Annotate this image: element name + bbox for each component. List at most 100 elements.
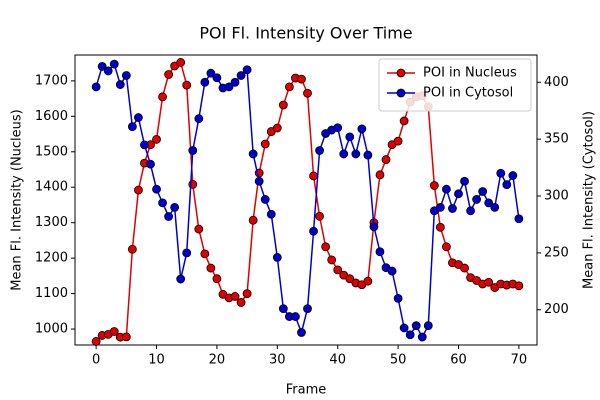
data-point: [442, 184, 451, 194]
data-point: [363, 276, 373, 286]
data-point: [333, 265, 343, 275]
data-point: [176, 58, 186, 67]
data-point: [242, 289, 252, 298]
y2-axis-label: Mean Fl. Intensity (Cytosol): [582, 111, 597, 289]
x-tick-label: 40: [329, 353, 346, 368]
legend-box: [378, 58, 532, 112]
data-point: [508, 171, 518, 180]
data-point: [411, 321, 421, 331]
data-point: [514, 214, 524, 224]
data-point: [484, 277, 494, 287]
data-point: [417, 332, 427, 342]
legend-marker: [396, 88, 406, 98]
data-point: [309, 171, 318, 181]
data-point: [399, 323, 409, 333]
data-point: [490, 202, 500, 212]
legend-label: POI in Cytosol: [423, 86, 513, 101]
data-point: [278, 100, 288, 110]
data-point: [321, 242, 331, 252]
data-point: [484, 198, 494, 208]
y-tick-label: 1100: [35, 286, 68, 301]
x-axis-label: Frame: [286, 383, 327, 398]
data-point: [109, 327, 119, 336]
y-tick-label: 1000: [35, 322, 68, 337]
data-point: [357, 124, 367, 134]
y-tick-label: 1700: [35, 73, 68, 88]
data-point: [176, 274, 186, 284]
data-point: [115, 80, 125, 89]
data-point: [236, 298, 246, 307]
data-point: [502, 180, 512, 190]
data-point: [164, 70, 174, 79]
x-tick-label: 10: [148, 353, 165, 368]
data-point: [242, 65, 252, 75]
legend-label: POI in Nucleus: [423, 66, 517, 81]
data-point: [387, 266, 397, 276]
data-point: [212, 73, 222, 83]
data-point: [266, 209, 276, 219]
y2-tick-label: 250: [544, 245, 569, 260]
data-point: [466, 206, 475, 216]
data-point: [121, 332, 131, 342]
data-point: [369, 222, 379, 232]
plot-frame: [74, 54, 538, 346]
x-tick-label: 30: [269, 353, 286, 368]
data-point: [97, 61, 107, 71]
x-tick-label: 0: [92, 353, 100, 368]
data-point: [435, 202, 445, 212]
legend-marker: [396, 68, 406, 78]
y2-tick-label: 350: [544, 132, 569, 147]
data-point: [164, 212, 174, 221]
y-tick-label: 1500: [35, 144, 68, 159]
data-point: [297, 74, 306, 84]
data-point: [146, 159, 155, 169]
data-point: [200, 249, 210, 259]
data-point: [134, 113, 143, 122]
data-point: [291, 312, 300, 321]
data-point: [315, 146, 324, 155]
data-point: [278, 304, 288, 314]
data-point: [170, 202, 180, 212]
data-point: [381, 155, 391, 164]
data-point: [303, 304, 312, 314]
data-point: [363, 150, 373, 160]
data-point: [254, 176, 264, 186]
data-point: [152, 134, 161, 144]
x-tick-label: 50: [390, 353, 407, 368]
data-point: [91, 82, 101, 92]
x-tick-label: 20: [209, 353, 226, 368]
data-point: [206, 263, 216, 273]
data-point: [478, 187, 488, 196]
data-point: [194, 224, 204, 234]
data-point: [121, 71, 131, 80]
x-tick-label: 70: [511, 353, 528, 368]
data-point: [248, 215, 258, 225]
data-point: [194, 114, 204, 124]
data-point: [448, 204, 457, 213]
data-point: [303, 88, 312, 98]
data-point: [514, 281, 524, 291]
data-point: [351, 149, 361, 159]
data-point: [423, 321, 433, 331]
chart-title: POI Fl. Intensity Over Time: [199, 24, 412, 43]
data-point: [188, 146, 198, 155]
y2-tick-label: 400: [544, 75, 569, 90]
data-point: [309, 226, 318, 236]
y2-tick-label: 200: [544, 302, 569, 317]
data-point: [442, 242, 451, 252]
data-point: [260, 139, 270, 149]
data-point: [236, 71, 246, 80]
data-point: [158, 198, 167, 208]
data-point: [134, 185, 143, 195]
y-tick-label: 1600: [35, 109, 68, 124]
data-point: [127, 244, 137, 254]
data-point: [496, 168, 506, 178]
data-point: [375, 170, 385, 180]
y2-tick-label: 300: [544, 189, 569, 204]
data-point: [429, 181, 439, 190]
x-tick-label: 60: [450, 353, 467, 368]
data-point: [248, 149, 258, 159]
data-point: [460, 263, 469, 273]
data-point: [393, 293, 403, 303]
